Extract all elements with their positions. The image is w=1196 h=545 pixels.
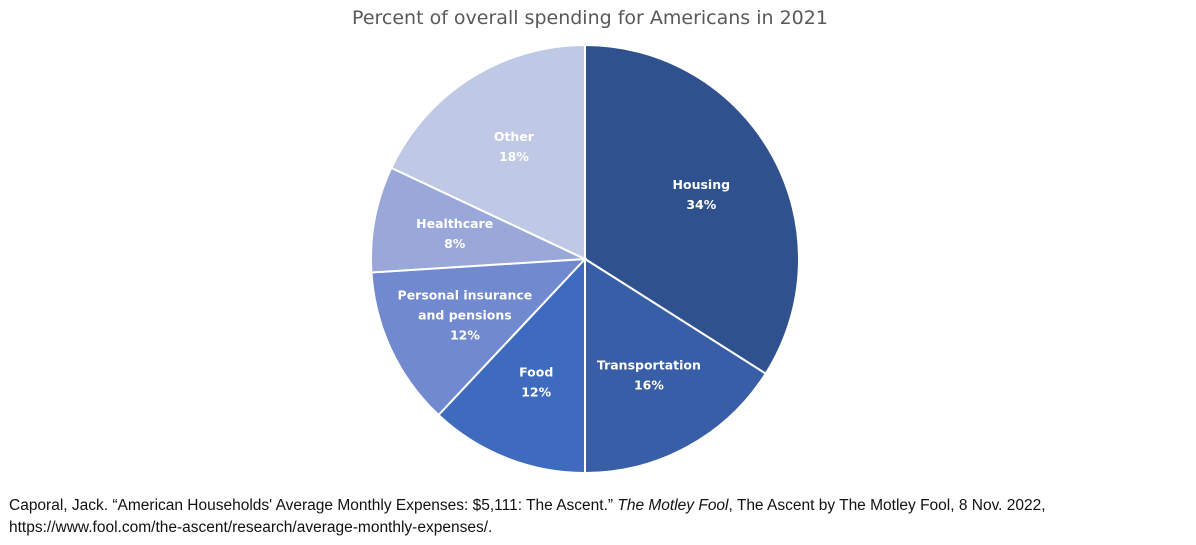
- pie-slice-food: [437, 256, 586, 475]
- slice-category-label: Healthcare: [416, 216, 493, 231]
- slice-label-other: Other 18%: [494, 129, 535, 164]
- citation: Caporal, Jack. “American Households' Ave…: [9, 495, 1189, 539]
- pie-slice-other: [390, 43, 586, 261]
- chart-area: Percent of overall spending for American…: [352, 7, 828, 475]
- slice-value-label: 8%: [444, 236, 466, 251]
- slice-category-label: and pensions: [418, 308, 512, 323]
- chart-title: Percent of overall spending for American…: [352, 7, 828, 29]
- slice-value-label: 34%: [686, 197, 716, 212]
- slice-category-label: Housing: [673, 177, 731, 192]
- slice-category-label: Other: [494, 129, 535, 144]
- citation-source-name: The Motley Fool: [617, 497, 729, 514]
- citation-url: https://www.fool.com/the-ascent/research…: [9, 519, 493, 536]
- slice-value-label: 16%: [634, 377, 664, 392]
- pie-slice-personal-insurance-and-pensions: [370, 257, 588, 417]
- slice-value-label: 12%: [450, 328, 480, 343]
- pie-slice-housing: [584, 43, 800, 376]
- pie-slice-healthcare: [370, 166, 586, 274]
- citation-text: Caporal, Jack. “American Households' Ave…: [9, 497, 618, 514]
- slice-value-label: 12%: [521, 384, 551, 399]
- slice-label-personal-insurance-and-pensions: Personal insurance and pensions 12%: [398, 288, 533, 343]
- slice-label-food: Food 12%: [519, 364, 553, 399]
- slice-value-label: 18%: [499, 149, 529, 164]
- citation-text-after: , The Ascent by The Motley Fool, 8 Nov. …: [728, 497, 1046, 514]
- slice-category-label: Personal insurance: [398, 288, 533, 303]
- slice-label-healthcare: Healthcare 8%: [416, 216, 493, 251]
- slice-category-label: Food: [519, 364, 553, 379]
- slice-label-transportation: Transportation 16%: [597, 357, 701, 392]
- pie-chart: Housing 34%Transportation 16%Food 12%Person…: [370, 43, 800, 475]
- pie-slice-transportation: [584, 257, 768, 475]
- slice-category-label: Transportation: [597, 357, 701, 372]
- slice-label-housing: Housing 34%: [673, 177, 731, 212]
